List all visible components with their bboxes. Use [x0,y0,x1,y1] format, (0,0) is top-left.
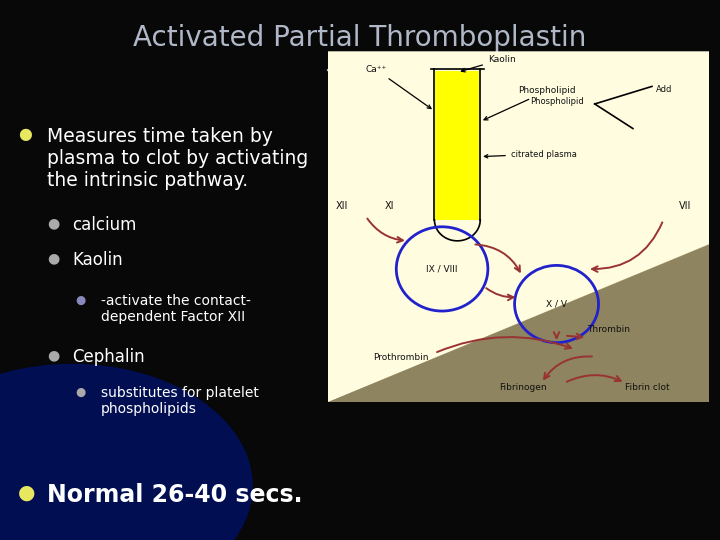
Text: Phospholipid: Phospholipid [484,86,576,120]
Text: XII: XII [336,201,348,211]
Text: Activated Partial Thromboplastin: Activated Partial Thromboplastin [133,24,587,52]
Text: VII: VII [679,201,691,211]
Text: Ca⁺⁺: Ca⁺⁺ [366,65,431,109]
Polygon shape [328,244,709,402]
Text: calcium: calcium [72,216,136,234]
Text: Add: Add [656,85,672,93]
Text: XI: XI [385,201,395,211]
Text: ●: ● [47,216,59,230]
Polygon shape [328,51,709,402]
Text: ●: ● [76,294,86,307]
Text: Thrombin: Thrombin [587,325,630,334]
Text: Kaolin: Kaolin [462,55,516,72]
Text: Phospholipid: Phospholipid [530,97,584,106]
Text: ●: ● [76,386,86,399]
Text: ●: ● [47,348,59,362]
Text: Prothrombin: Prothrombin [374,353,429,362]
Text: Cephalin: Cephalin [72,348,145,366]
Polygon shape [435,71,480,220]
Text: ●: ● [18,127,32,142]
Text: -activate the contact-
dependent Factor XII: -activate the contact- dependent Factor … [101,294,251,325]
Ellipse shape [0,364,252,540]
Text: citrated plasma: citrated plasma [485,150,577,159]
Text: Kaolin: Kaolin [72,251,122,269]
Text: Normal 26-40 secs.: Normal 26-40 secs. [47,483,302,507]
Text: ●: ● [47,251,59,265]
Text: Fibrin clot: Fibrin clot [625,383,670,392]
Text: IX / VIII: IX / VIII [426,265,458,273]
Text: Fibrinogen: Fibrinogen [500,383,547,392]
Text: ●: ● [18,483,35,502]
Text: substitutes for platelet
phospholipids: substitutes for platelet phospholipids [101,386,258,416]
Text: Measures time taken by
plasma to clot by activating
the intrinsic pathway.: Measures time taken by plasma to clot by… [47,127,308,190]
Text: X / V: X / V [546,300,567,308]
Text: Time: Time [326,68,394,96]
